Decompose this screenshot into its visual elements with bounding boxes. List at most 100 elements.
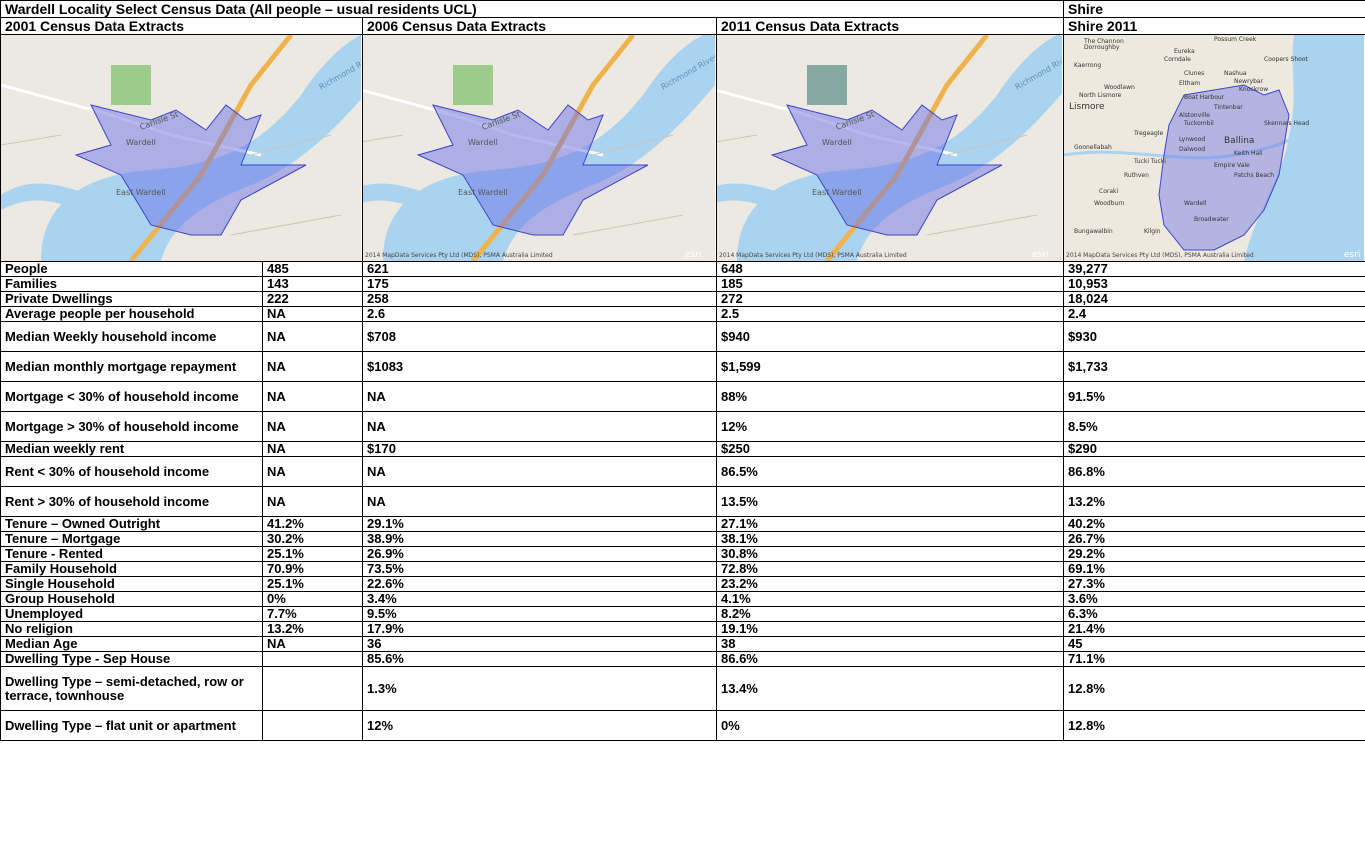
map-label: Knockrow	[1239, 86, 1268, 93]
map-logo: esri	[1344, 250, 1360, 260]
row-value: 13.4%	[717, 667, 1064, 711]
row-label: Family Household	[1, 562, 263, 577]
row-value: 86.5%	[717, 457, 1064, 487]
row-value: 2.6	[363, 307, 717, 322]
row-value: 27.3%	[1064, 577, 1365, 592]
row-label: Dwelling Type - Sep House	[1, 652, 263, 667]
row-value: NA	[363, 412, 717, 442]
row-label: Group Household	[1, 592, 263, 607]
map-label: Wardell	[1184, 200, 1207, 207]
data-row: Median weekly rentNA$170$250$290	[1, 442, 1365, 457]
row-value: $940	[717, 322, 1064, 352]
row-value: 26.7%	[1064, 532, 1365, 547]
map-cell: Richmond RiverCarlisle StWardellEast War…	[717, 35, 1064, 262]
row-value	[263, 667, 363, 711]
row-label: Dwelling Type – semi-detached, row or te…	[1, 667, 263, 711]
map-label: Goonellabah	[1074, 144, 1112, 151]
row-value: NA	[263, 442, 363, 457]
row-label: Tenure – Owned Outright	[1, 517, 263, 532]
row-label: Mortgage < 30% of household income	[1, 382, 263, 412]
row-value: $250	[717, 442, 1064, 457]
row-value: 38.9%	[363, 532, 717, 547]
row-value: NA	[263, 382, 363, 412]
data-row: Private Dwellings22225827218,024	[1, 292, 1365, 307]
row-value	[263, 711, 363, 741]
row-value: 72.8%	[717, 562, 1064, 577]
map-label: Wardell	[822, 138, 852, 147]
row-value: 272	[717, 292, 1064, 307]
row-value: 18,024	[1064, 292, 1365, 307]
map-label: Kilgin	[1144, 228, 1161, 235]
park	[111, 65, 151, 105]
map-label: Dorroughby	[1084, 44, 1120, 51]
row-value: $290	[1064, 442, 1365, 457]
row-value: 25.1%	[263, 547, 363, 562]
park	[807, 65, 847, 105]
row-label: Tenure - Rented	[1, 547, 263, 562]
data-row: Median AgeNA363845	[1, 637, 1365, 652]
map-label: East Wardell	[458, 188, 508, 197]
data-row: No religion13.2%17.9%19.1%21.4%	[1, 622, 1365, 637]
row-value: 30.8%	[717, 547, 1064, 562]
row-value: 4.1%	[717, 592, 1064, 607]
row-label: People	[1, 262, 263, 277]
row-value: 648	[717, 262, 1064, 277]
row-value: 8.2%	[717, 607, 1064, 622]
row-value: 10,953	[1064, 277, 1365, 292]
map-cell: The ChannonDorroughbyPossum CreekEurekaC…	[1064, 35, 1365, 262]
map-logo: esri	[1032, 250, 1048, 260]
row-value: NA	[363, 487, 717, 517]
row-value: 30.2%	[263, 532, 363, 547]
row-value: 38	[717, 637, 1064, 652]
row-value: $1,599	[717, 352, 1064, 382]
map-logo: esri	[685, 250, 701, 260]
row-value: 40.2%	[1064, 517, 1365, 532]
column-heading: 2001 Census Data Extracts	[1, 18, 363, 35]
row-value: 22.6%	[363, 577, 717, 592]
row-value: 91.5%	[1064, 382, 1365, 412]
map-label: Keith Hall	[1234, 150, 1263, 157]
map-label: Coraki	[1099, 188, 1118, 195]
row-value: NA	[263, 322, 363, 352]
row-value: 2.5	[717, 307, 1064, 322]
data-row: Median Weekly household incomeNA$708$940…	[1, 322, 1365, 352]
map-label: Skennars Head	[1264, 120, 1309, 127]
row-value: 73.5%	[363, 562, 717, 577]
map-label: East Wardell	[812, 188, 862, 197]
row-value: $1083	[363, 352, 717, 382]
data-row: Rent < 30% of household incomeNANA86.5%8…	[1, 457, 1365, 487]
row-value: 0%	[263, 592, 363, 607]
row-value: 175	[363, 277, 717, 292]
row-label: Private Dwellings	[1, 292, 263, 307]
row-value	[263, 652, 363, 667]
row-value: NA	[263, 412, 363, 442]
row-value: 27.1%	[717, 517, 1064, 532]
row-label: Families	[1, 277, 263, 292]
data-row: Single Household25.1%22.6%23.2%27.3%	[1, 577, 1365, 592]
row-value: 36	[363, 637, 717, 652]
row-value: 39,277	[1064, 262, 1365, 277]
row-value: 12.8%	[1064, 711, 1365, 741]
map-label: Boat Harbour	[1184, 94, 1225, 101]
map-label: Broadwater	[1194, 216, 1229, 223]
row-value: 12%	[363, 711, 717, 741]
row-value: 17.9%	[363, 622, 717, 637]
map-label: Ballina	[1224, 136, 1254, 146]
row-label: Dwelling Type – flat unit or apartment	[1, 711, 263, 741]
map-label: Newrybar	[1234, 78, 1264, 85]
park	[453, 65, 493, 105]
map-label: Patchs Beach	[1234, 172, 1274, 179]
row-value: 38.1%	[717, 532, 1064, 547]
row-label: Median monthly mortgage repayment	[1, 352, 263, 382]
map-label: Wardell	[468, 138, 498, 147]
data-row: Dwelling Type – flat unit or apartment 12…	[1, 711, 1365, 741]
row-value: 3.6%	[1064, 592, 1365, 607]
row-value: 21.4%	[1064, 622, 1365, 637]
map-row: Richmond RiverCarlisle StWardellEast War…	[1, 35, 1365, 262]
